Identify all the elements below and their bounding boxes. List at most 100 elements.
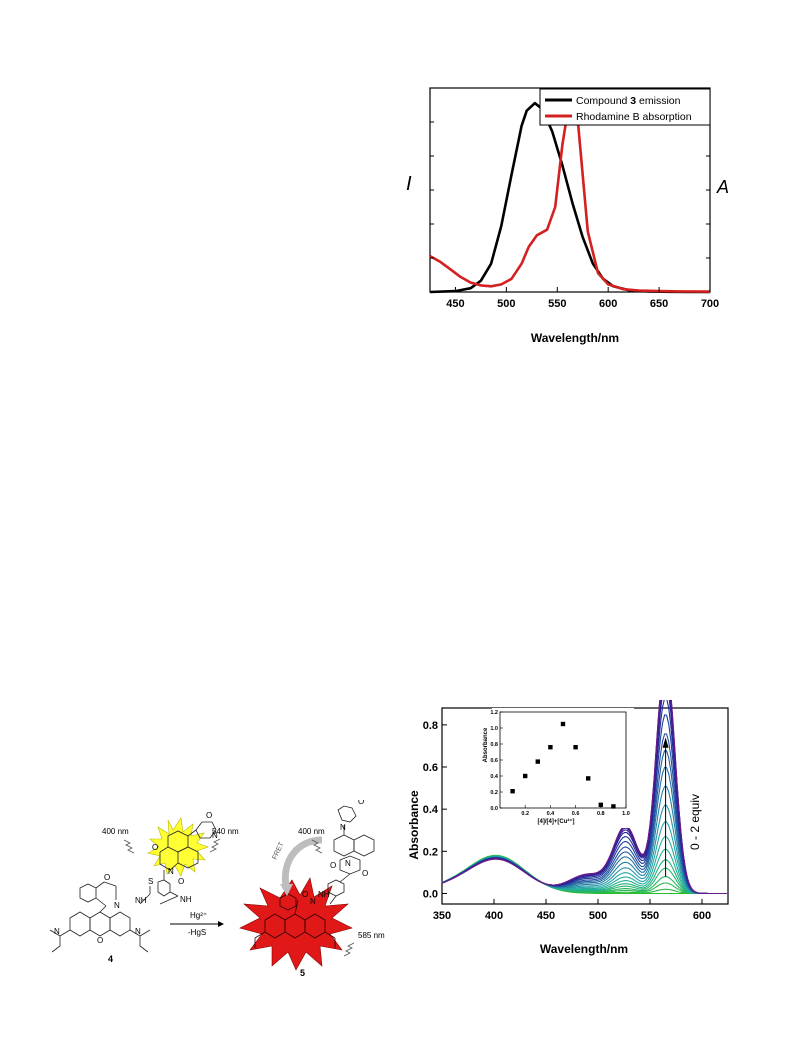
y-tick-label: 0.0 (423, 888, 438, 900)
inset-y-tick-label: 1.2 (490, 710, 498, 716)
excitation-arrow-b (311, 839, 323, 854)
emission-label-a: 540 nm (212, 827, 239, 836)
job-plot-inset: 0.2 0.4 0.6 0.8 1.0 0.0 0.2 0.4 0.6 0.8 1.0 1.2 (490, 708, 634, 828)
svg-text:O: O (302, 890, 308, 899)
fret-arrow (281, 836, 323, 887)
inset-y-tick-label: 0.4 (490, 774, 499, 780)
svg-text:NH: NH (318, 890, 330, 899)
titration-figure: 350 400 450 500 550 600 0.0 0.2 0.4 0.6 0.8 Wavele… (400, 659, 730, 960)
excitation-arrow-a (123, 839, 135, 854)
y-tick-label: 0.2 (423, 846, 438, 858)
reagent-label: Hg²⁺ (190, 911, 207, 920)
titration-arrow (662, 737, 669, 877)
inset-data-point (573, 745, 578, 750)
inset-y-tick-label: 0.8 (490, 742, 498, 748)
x-tick-label: 400 (485, 910, 503, 922)
svg-text:O: O (206, 811, 212, 820)
byproduct-label: -HgS (188, 928, 206, 937)
x-tick-label: 550 (548, 298, 566, 310)
titration-spectrum (441, 659, 727, 895)
emission-absorption-figure: 450 500 550 600 650 700 Wavelength/nm I A Com… (400, 80, 730, 350)
yellow-emission-star (147, 817, 209, 877)
inset-y-tick-label: 0.6 (490, 758, 498, 764)
inset-data-point (548, 745, 553, 750)
series-line-0 (429, 101, 710, 294)
y-tick-label: 0.8 (423, 720, 438, 732)
x-tick-label: 600 (693, 910, 711, 922)
inset-data-point (523, 773, 528, 779)
legend-entry-absorption: Rhodamine B absorption (576, 111, 692, 123)
svg-text:O: O (358, 800, 364, 806)
inset-y-tick-label: 0.2 (490, 790, 498, 796)
chart-legend: Compound 3 emission Rhodamine B absorpti… (539, 88, 711, 126)
legend-entry-emission: Compound 3 emission (576, 95, 681, 107)
reaction-scheme: O N O N O NH S NH (40, 797, 400, 980)
inset-data-point (535, 759, 540, 764)
emission-arrow-b (343, 942, 355, 957)
svg-text:N: N (345, 859, 351, 868)
x-axis-label: Wavelength/nm (540, 942, 628, 956)
inset-data-point (598, 802, 603, 807)
naphthalimide-structure-b (327, 805, 375, 905)
x-axis-label: Wavelength/nm (531, 331, 619, 345)
titration-chart: 350 400 450 500 550 600 0.0 0.2 0.4 0.6 0.8 Wavele… (407, 659, 729, 956)
svg-text:O: O (104, 873, 110, 882)
inset-y-label: Absorbance (483, 727, 489, 762)
inset-x-label: [4]/[4]+[Cu²⁺] (538, 818, 575, 825)
emission-absorption-chart: 450 500 550 600 650 700 Wavelength/nm I A Com… (406, 87, 729, 345)
x-tick-label: 500 (497, 298, 515, 310)
emission-arrow-a (209, 838, 221, 853)
svg-text:N: N (135, 927, 141, 936)
svg-text:N: N (114, 901, 120, 910)
fret-label: FRET (271, 841, 285, 861)
series-line-1 (429, 101, 711, 293)
compound-label-4: 4 (108, 954, 113, 964)
inset-x-tick-label: 0.2 (521, 811, 529, 817)
scheme-drawing: O N O N O NH S NH (49, 797, 385, 978)
y-tick-label: 0.6 (423, 762, 438, 774)
x-tick-label: 650 (650, 298, 668, 310)
inset-data-point (586, 776, 591, 781)
svg-text:O: O (362, 869, 368, 878)
svg-text:N: N (168, 867, 174, 876)
svg-text:N: N (212, 831, 218, 840)
inset-x-tick-label: 0.6 (572, 811, 580, 817)
inset-data-point (510, 789, 515, 794)
svg-text:NH: NH (180, 895, 192, 904)
inset-data-point (611, 804, 616, 809)
y-axis-label: Absorbance (407, 790, 421, 860)
x-tick-label: 600 (599, 298, 617, 310)
svg-text:O: O (152, 843, 158, 852)
red-emission-star (239, 877, 353, 971)
svg-text:N: N (340, 823, 346, 832)
equivalents-annotation: 0 - 2 equiv (688, 794, 702, 850)
svg-text:O: O (178, 877, 184, 886)
svg-text:N: N (310, 897, 316, 906)
rhodamine-structure-a (49, 881, 151, 953)
svg-text:O: O (330, 861, 336, 870)
x-tick-label: 500 (589, 910, 607, 922)
excitation-label-b: 400 nm (298, 827, 325, 836)
compound-label-5: 5 (300, 968, 305, 978)
svg-text:O: O (97, 936, 103, 945)
left-axis-label: I (406, 173, 412, 195)
inset-y-tick-label: 1.0 (490, 726, 498, 732)
svg-text:S: S (148, 877, 153, 886)
x-tick-label: 350 (433, 910, 451, 922)
x-tick-label: 550 (641, 910, 659, 922)
inset-data-point (560, 721, 566, 727)
emission-label-b: 585 nm (358, 931, 385, 940)
inset-x-tick-label: 1.0 (622, 811, 630, 817)
x-tick-label: 450 (446, 298, 464, 310)
inset-y-tick-label: 0.0 (490, 806, 498, 812)
naphthalimide-structure-a (157, 821, 217, 897)
svg-text:NH: NH (135, 896, 147, 905)
svg-text:N: N (54, 927, 60, 936)
excitation-label-a: 400 nm (102, 827, 129, 836)
y-tick-label: 0.4 (423, 804, 439, 816)
right-axis-label: A (716, 177, 729, 197)
x-tick-label: 700 (701, 298, 719, 310)
x-tick-label: 450 (537, 910, 555, 922)
inset-x-tick-label: 0.8 (597, 811, 605, 817)
inset-x-tick-label: 0.4 (547, 811, 556, 817)
